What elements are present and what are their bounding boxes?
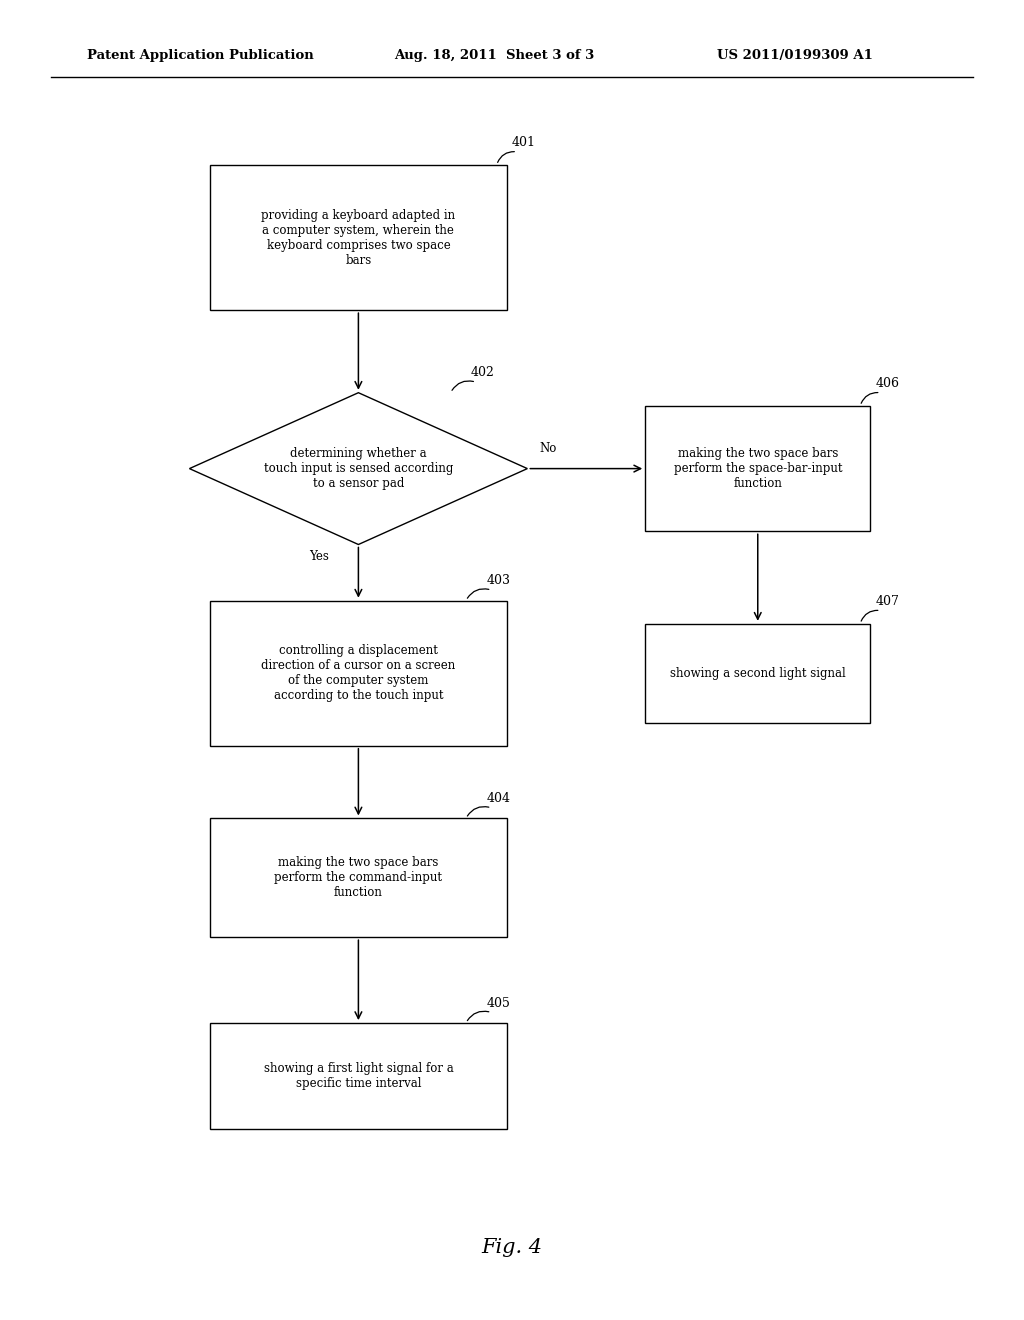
Text: making the two space bars
perform the command-input
function: making the two space bars perform the co… — [274, 857, 442, 899]
Text: controlling a displacement
direction of a cursor on a screen
of the computer sys: controlling a displacement direction of … — [261, 644, 456, 702]
Text: Aug. 18, 2011  Sheet 3 of 3: Aug. 18, 2011 Sheet 3 of 3 — [394, 49, 595, 62]
Text: making the two space bars
perform the space-bar-input
function: making the two space bars perform the sp… — [674, 447, 842, 490]
Text: Patent Application Publication: Patent Application Publication — [87, 49, 313, 62]
FancyBboxPatch shape — [210, 1023, 507, 1129]
FancyBboxPatch shape — [210, 601, 507, 746]
Text: providing a keyboard adapted in
a computer system, wherein the
keyboard comprise: providing a keyboard adapted in a comput… — [261, 209, 456, 267]
Text: 407: 407 — [876, 595, 899, 607]
Text: 404: 404 — [486, 792, 510, 805]
Text: US 2011/0199309 A1: US 2011/0199309 A1 — [717, 49, 872, 62]
FancyBboxPatch shape — [645, 624, 870, 722]
Polygon shape — [189, 393, 527, 544]
Text: 403: 403 — [486, 574, 510, 587]
FancyBboxPatch shape — [210, 818, 507, 937]
Text: Yes: Yes — [309, 549, 330, 562]
Text: showing a first light signal for a
specific time interval: showing a first light signal for a speci… — [263, 1061, 454, 1090]
Text: No: No — [540, 442, 557, 455]
FancyBboxPatch shape — [210, 165, 507, 310]
Text: showing a second light signal: showing a second light signal — [670, 667, 846, 680]
FancyBboxPatch shape — [645, 407, 870, 531]
Text: 401: 401 — [512, 136, 536, 149]
Text: Fig. 4: Fig. 4 — [481, 1238, 543, 1257]
Text: 402: 402 — [471, 367, 495, 380]
Text: determining whether a
touch input is sensed according
to a sensor pad: determining whether a touch input is sen… — [264, 447, 453, 490]
Text: 405: 405 — [486, 997, 510, 1010]
Text: 406: 406 — [876, 378, 899, 391]
